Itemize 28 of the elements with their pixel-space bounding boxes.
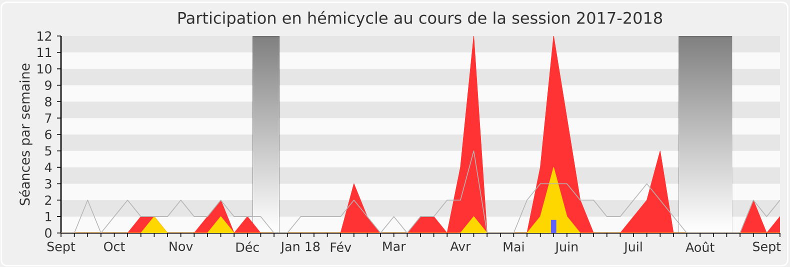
y-tick-label: 10 [38,64,52,74]
x-tick-label: Déc [236,242,259,252]
y-tick-label: 1 [46,212,52,222]
y-tick-label: 9 [45,80,52,90]
y-tick-label: 3 [45,178,52,189]
y-tick-label: 8 [45,96,52,106]
x-tick-label: Mar [383,242,406,252]
chart-title: Participation en hémicycle au cours de la session 2017-2018 [178,10,662,28]
x-tick-label: Nov [170,242,193,252]
x-tick-label: Mai [504,242,524,252]
x-tick-label: Oct [104,242,125,252]
y-tick-label: 4 [44,162,52,172]
x-tick-label: Sept [753,242,781,254]
x-tick-label: Juin [554,242,578,254]
y-tick-label: 2 [45,195,52,205]
x-tick-label: Août [686,242,714,252]
y-tick-label: 5 [45,146,52,156]
y-tick-label: 12 [38,31,52,41]
x-tick-label: Fév [330,242,352,252]
x-tick-label: Sept [47,242,76,254]
y-tick-label: 0 [45,228,52,238]
y-tick-label: 11 [38,48,52,58]
y-tick-label: 6 [45,130,52,140]
x-tick-label: Juil [623,242,642,254]
x-tick-label: Avr [450,242,471,251]
y-tick-label: 7 [45,113,52,123]
y-axis-title: Séances par semaine [18,64,32,206]
x-tick-label: Jan 18 [280,242,320,254]
